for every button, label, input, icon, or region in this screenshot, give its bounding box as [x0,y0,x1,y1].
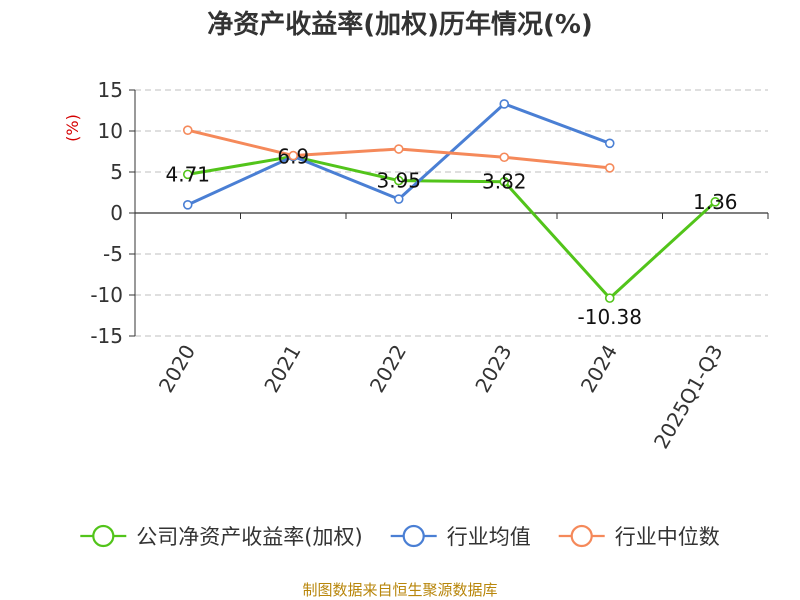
data-label: 3.95 [376,169,421,193]
y-tick-label: -15 [90,324,123,348]
data-label: 1.36 [693,190,738,214]
x-tick-label: 2021 [259,341,305,397]
legend-label: 行业均值 [447,525,531,549]
x-tick-label: 2025Q1-Q3 [649,341,728,453]
legend-item: 行业中位数 [558,524,720,549]
legend-marker [92,524,115,548]
legend-label: 公司净资产收益率(加权) [136,525,362,549]
legend-item: 公司净资产收益率(加权) [80,524,363,549]
y-tick-label: -5 [103,242,123,266]
y-axis-unit: (%) [63,114,82,142]
series-lines [182,99,721,303]
data-point [182,169,193,180]
data-point [288,150,299,161]
legend-marker [570,524,593,548]
legend-item: 行业均值 [390,524,531,549]
legend-label: 行业中位数 [615,525,720,549]
x-tick-labels: 2020 2021 2022 2023 2024 2025Q1-Q3 [154,341,728,453]
data-point [604,163,615,173]
data-point [499,152,510,163]
data-point [710,197,721,207]
y-tick-label: -10 [90,283,123,307]
legend-marker [402,524,425,548]
x-tick-label: 2024 [576,341,622,397]
grid-lines [135,89,768,337]
x-tick-label: 2023 [470,341,516,397]
data-point [182,125,193,135]
x-tick-label: 2022 [365,341,411,397]
y-tick-label: 0 [110,201,123,225]
data-point [393,194,404,204]
data-labels: 4.71 6.9 3.95 3.82 -10.38 1.36 [165,144,737,329]
series-line [187,154,717,300]
data-point [499,176,510,187]
y-tick-label: 10 [98,119,123,143]
data-point [393,175,404,186]
chart-title: 净资产收益率(加权)历年情况(%) [207,9,593,40]
data-point [393,144,404,154]
data-point [499,99,510,109]
data-label: -10.38 [578,305,642,329]
source-note: 制图数据来自恒生聚源数据库 [302,581,497,599]
y-tick-labels: 15 10 5 0 -5 -10 -15 [90,78,123,348]
data-point [604,138,615,149]
data-point [604,293,615,303]
data-label: 3.82 [482,170,527,194]
data-point [182,200,193,210]
y-tick-label: 5 [110,160,123,184]
y-tick-label: 15 [98,78,123,102]
axes [129,89,769,337]
data-label: 6.9 [277,144,309,168]
data-label: 4.71 [165,162,210,186]
legend: 公司净资产收益率(加权) 行业均值 行业中位数 [80,524,720,549]
x-tick-label: 2020 [154,341,200,397]
